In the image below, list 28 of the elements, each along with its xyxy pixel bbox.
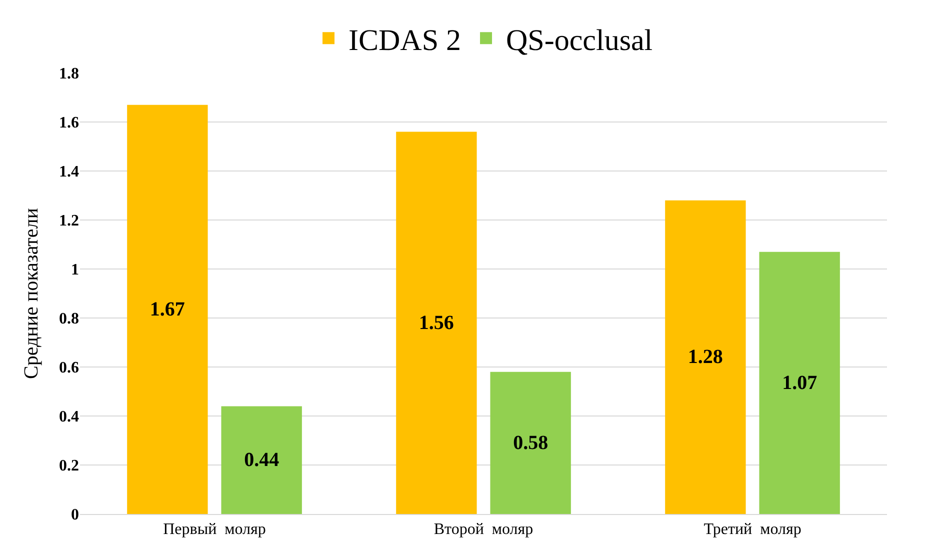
legend-label: QS-occlusal bbox=[506, 24, 653, 57]
y-tick-label: 0.2 bbox=[59, 458, 79, 475]
bar bbox=[127, 104, 208, 514]
y-tick-label: 1.4 bbox=[59, 164, 79, 181]
x-tick-label: Третий моляр bbox=[704, 521, 802, 538]
data-label: 0.44 bbox=[244, 449, 280, 472]
data-label: 1.28 bbox=[688, 346, 723, 368]
bar bbox=[396, 132, 477, 514]
y-tick-label: 1.6 bbox=[59, 114, 79, 132]
y-axis-title: Средние показатели bbox=[20, 208, 42, 379]
data-label: 1.07 bbox=[782, 372, 818, 394]
y-tick-label: 0.6 bbox=[59, 360, 79, 377]
data-label: 0.58 bbox=[513, 432, 548, 454]
legend-label: ICDAS 2 bbox=[348, 24, 462, 57]
bar bbox=[490, 372, 571, 514]
y-tick-label: 0.4 bbox=[59, 408, 79, 426]
bar bbox=[759, 252, 840, 514]
y-tick-label: 1.2 bbox=[59, 212, 79, 230]
bar bbox=[221, 406, 302, 514]
y-tick-label: 0 bbox=[71, 506, 79, 524]
y-tick-label: 1 bbox=[71, 262, 79, 279]
y-tick-label: 1.8 bbox=[59, 66, 79, 83]
data-label: 1.56 bbox=[418, 312, 454, 334]
x-tick-label: Второй моляр bbox=[434, 521, 534, 538]
data-label: 1.67 bbox=[150, 298, 185, 320]
x-tick-label: Первый моляр bbox=[163, 521, 266, 538]
y-tick-label: 0.8 bbox=[59, 310, 79, 328]
bar bbox=[665, 200, 746, 514]
